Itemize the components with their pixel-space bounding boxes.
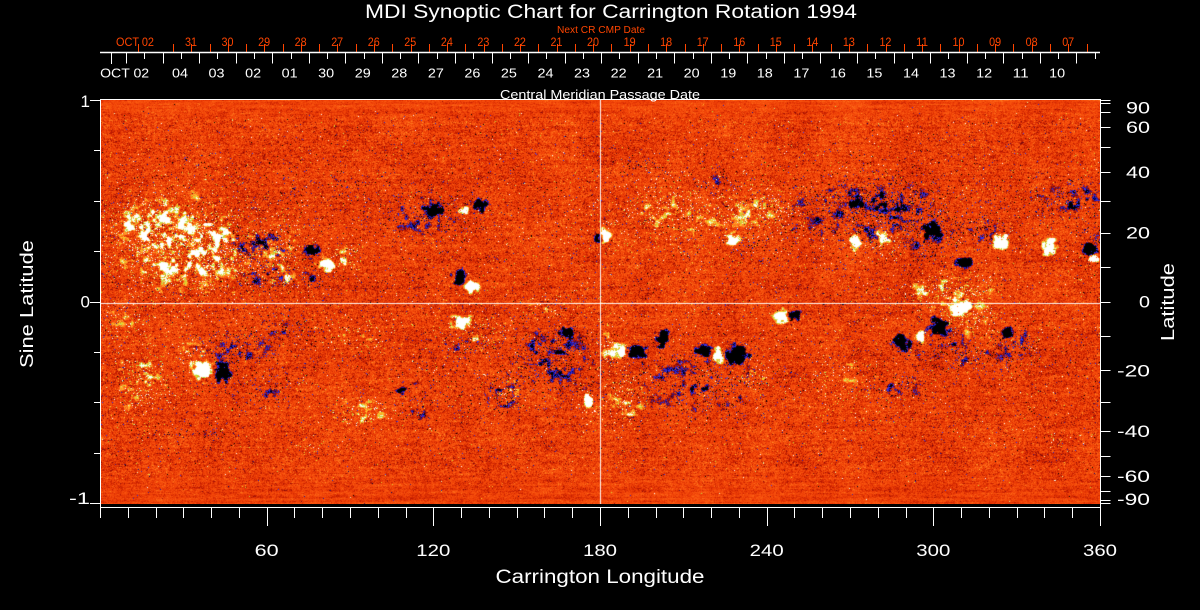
svg-text:-20: -20 (1117, 362, 1150, 381)
svg-text:30: 30 (222, 35, 234, 49)
svg-text:OCT 02: OCT 02 (116, 35, 154, 49)
svg-text:300: 300 (916, 541, 950, 560)
svg-text:-90: -90 (1117, 490, 1150, 509)
svg-text:29: 29 (355, 66, 371, 81)
svg-text:24: 24 (538, 66, 554, 81)
svg-text:11: 11 (1013, 66, 1029, 81)
svg-text:20: 20 (684, 66, 700, 81)
svg-text:15: 15 (770, 35, 782, 49)
svg-text:16: 16 (830, 66, 846, 81)
svg-text:28: 28 (295, 35, 307, 49)
svg-text:23: 23 (477, 35, 489, 49)
svg-text:18: 18 (757, 66, 773, 81)
svg-text:12: 12 (976, 66, 992, 81)
svg-text:19: 19 (720, 66, 736, 81)
svg-text:20: 20 (1126, 224, 1150, 243)
svg-text:240: 240 (750, 541, 784, 560)
svg-text:19: 19 (624, 35, 636, 49)
svg-text:Sine Latitude: Sine Latitude (17, 240, 37, 368)
svg-text:27: 27 (428, 66, 444, 81)
svg-text:02: 02 (245, 66, 261, 81)
svg-text:28: 28 (391, 66, 407, 81)
svg-text:22: 22 (611, 66, 627, 81)
svg-text:21: 21 (551, 35, 563, 49)
svg-text:16: 16 (733, 35, 745, 49)
svg-text:03: 03 (209, 66, 225, 81)
svg-text:14: 14 (903, 66, 919, 81)
svg-text:MDI Synoptic Chart for Carring: MDI Synoptic Chart for Carrington Rotati… (365, 2, 858, 23)
svg-text:04: 04 (172, 66, 188, 81)
svg-text:20: 20 (587, 35, 599, 49)
svg-text:23: 23 (574, 66, 590, 81)
svg-text:14: 14 (806, 35, 818, 49)
svg-text:01: 01 (282, 66, 298, 81)
svg-text:60: 60 (1126, 118, 1150, 137)
svg-text:09: 09 (989, 35, 1001, 49)
svg-text:1: 1 (81, 92, 90, 111)
svg-text:30: 30 (318, 66, 334, 81)
svg-text:12: 12 (879, 35, 891, 49)
svg-text:29: 29 (258, 35, 270, 49)
svg-text:180: 180 (583, 541, 617, 560)
svg-text:13: 13 (843, 35, 855, 49)
svg-text:22: 22 (514, 35, 526, 49)
svg-text:120: 120 (416, 541, 450, 560)
svg-text:Latitude: Latitude (1158, 263, 1178, 341)
svg-text:Carrington Longitude: Carrington Longitude (496, 567, 705, 588)
svg-text:90: 90 (1126, 99, 1150, 118)
svg-text:15: 15 (866, 66, 882, 81)
svg-text:21: 21 (647, 66, 663, 81)
svg-text:25: 25 (404, 35, 416, 49)
svg-text:40: 40 (1126, 163, 1150, 182)
svg-text:07: 07 (1062, 35, 1074, 49)
svg-text:31: 31 (185, 35, 197, 49)
svg-text:13: 13 (940, 66, 956, 81)
svg-text:0: 0 (81, 293, 90, 312)
svg-text:0: 0 (1139, 293, 1150, 312)
svg-text:-40: -40 (1117, 422, 1150, 441)
svg-text:25: 25 (501, 66, 517, 81)
svg-text:26: 26 (464, 66, 480, 81)
svg-text:Next CR CMP Date: Next CR CMP Date (557, 25, 645, 36)
svg-text:-60: -60 (1117, 467, 1150, 486)
svg-text:11: 11 (916, 35, 928, 49)
svg-text:18: 18 (660, 35, 672, 49)
svg-text:27: 27 (331, 35, 343, 49)
svg-text:26: 26 (368, 35, 380, 49)
svg-text:60: 60 (255, 541, 279, 560)
svg-text:17: 17 (793, 66, 809, 81)
svg-text:-1: -1 (69, 489, 90, 508)
svg-text:24: 24 (441, 35, 453, 49)
svg-text:10: 10 (953, 35, 965, 49)
svg-text:10: 10 (1049, 66, 1065, 81)
svg-text:Central Meridian Passage Date: Central Meridian Passage Date (500, 87, 700, 102)
svg-text:17: 17 (697, 35, 709, 49)
svg-text:08: 08 (1026, 35, 1038, 49)
svg-text:OCT 02: OCT 02 (100, 66, 149, 81)
svg-text:360: 360 (1083, 541, 1117, 560)
